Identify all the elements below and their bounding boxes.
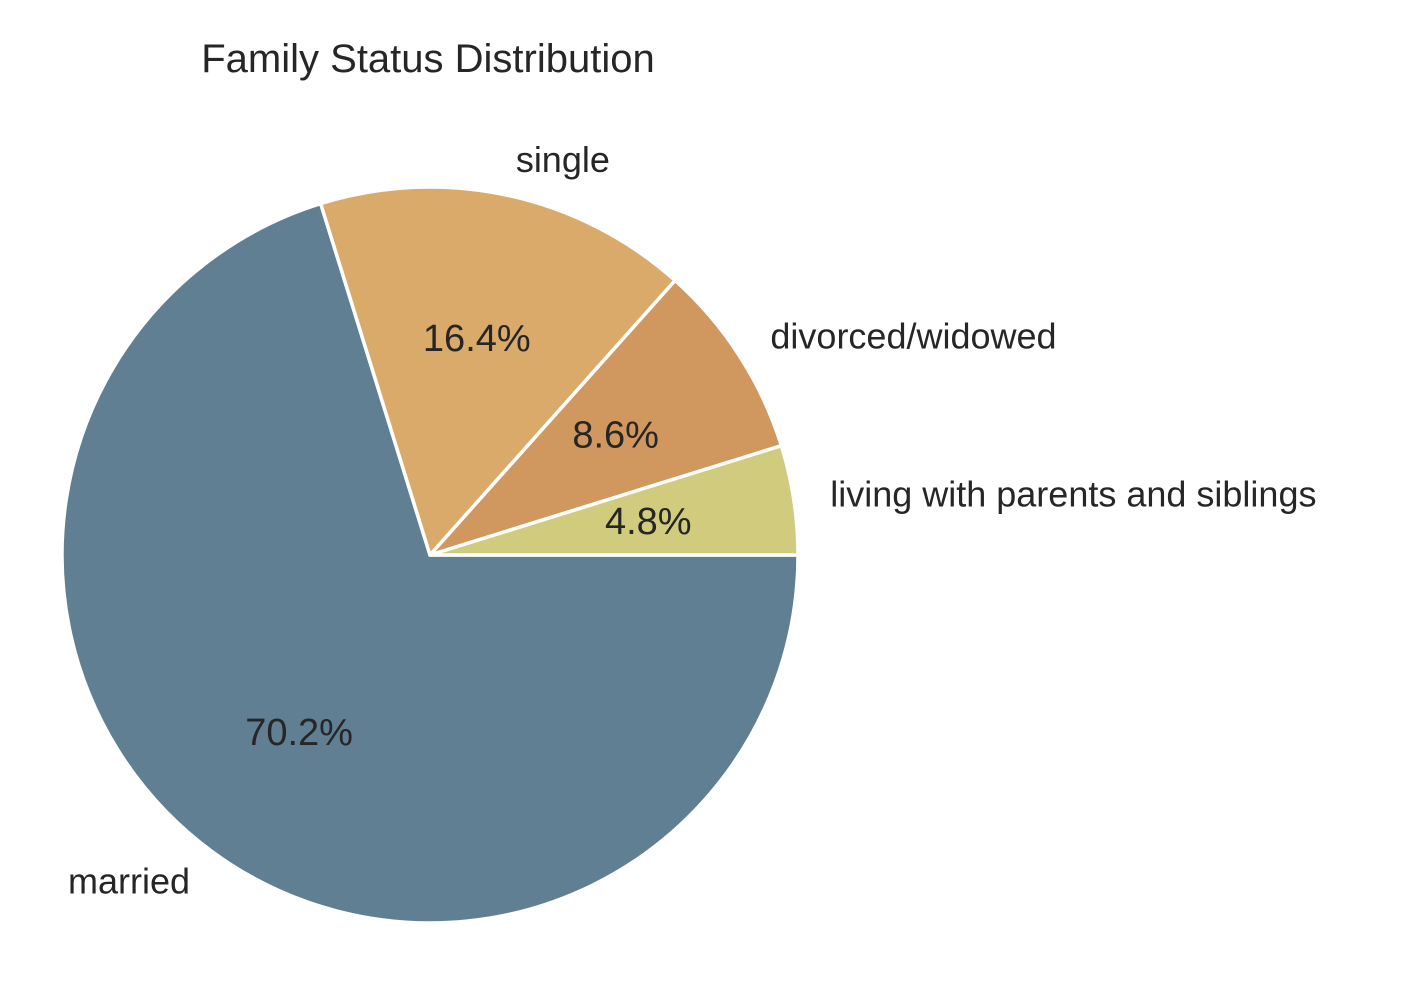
pct-label-living-with-parents-and-siblings: 4.8%: [605, 501, 692, 543]
pie-slices: [60, 185, 800, 925]
percentage-labels: 70.2% 16.4% 8.6% 4.8%: [245, 318, 691, 754]
pie-slice-divorced-widowed: [428, 278, 784, 557]
pie-slice-single: [318, 185, 677, 557]
pct-label-married: 70.2%: [245, 712, 353, 754]
chart-title: Family Status Distribution: [201, 37, 654, 81]
pct-label-single: 16.4%: [423, 318, 531, 360]
pct-label-divorced-widowed: 8.6%: [572, 415, 659, 457]
pie-slice-living-with-parents-and-siblings: [428, 443, 800, 557]
slice-label-married: married: [68, 860, 190, 901]
slice-label-divorced-widowed: divorced/widowed: [770, 315, 1056, 356]
slice-label-single: single: [516, 139, 610, 180]
slice-label-living-with-parents-and-siblings: living with parents and siblings: [830, 474, 1316, 515]
slice-labels: married single divorced/widowed living with…: [68, 139, 1316, 902]
pie-slice-married: [60, 201, 800, 925]
